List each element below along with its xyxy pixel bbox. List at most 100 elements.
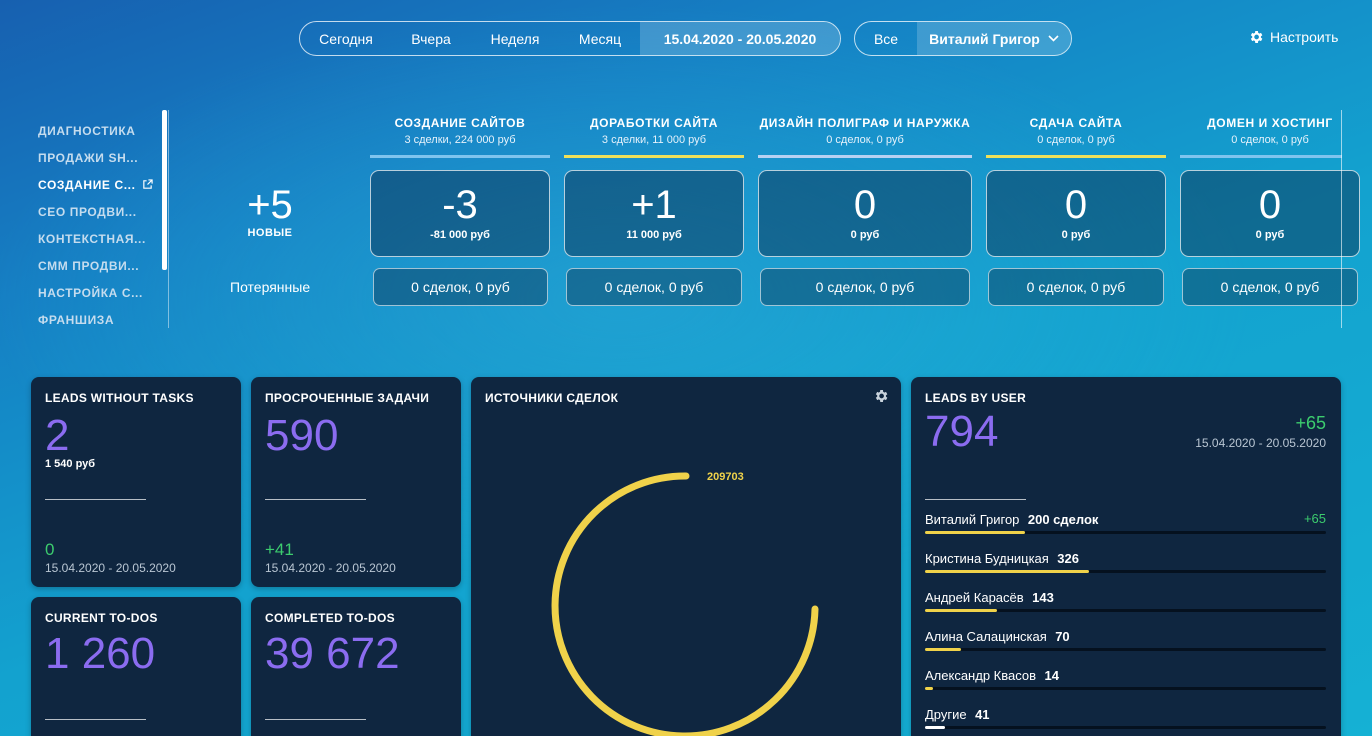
widget-title: ИСТОЧНИКИ СДЕЛОК [485,391,619,405]
user-bar-track [925,531,1326,534]
menu-item-franchise[interactable]: ФРАНШИЗА [38,312,115,327]
widget-title: CURRENT TO-DOS [45,611,158,625]
widget-value: 794 [925,407,999,456]
stage-change-value: 0 [1258,183,1282,227]
user-all[interactable]: Все [873,30,899,47]
widget-title: ПРОСРОЧЕННЫЕ ЗАДАЧИ [265,391,430,405]
user-count: 200 сделок [1027,512,1099,527]
widget-current-todos[interactable]: CURRENT TO-DOS 1 260 [31,597,241,736]
funnel-scroll-edge [1341,110,1342,328]
user-count: 143 [1032,590,1054,605]
menu-item-site-creation[interactable]: СОЗДАНИЕ С... [38,171,158,198]
widget-title: LEADS BY USER [925,391,1027,405]
menu-item-seo[interactable]: СЕО ПРОДВИ... [38,204,137,219]
period-date-range[interactable]: 15.04.2020 - 20.05.2020 [640,22,840,55]
chevron-down-icon [1048,35,1059,42]
user-bar-fill [925,687,934,690]
user-bar-fill [925,726,946,729]
user-bar-track [925,609,1326,612]
user-delta: +65 [1303,511,1326,526]
stage-title: ДОМЕН И ХОСТИНГ [1207,116,1333,130]
user-row[interactable]: Кристина Будницкая 326 [925,550,1326,573]
pipeline-menu: ДИАГНОСТИКА ПРОДАЖИ SH... СОЗДАНИЕ С... … [38,117,158,333]
user-row[interactable]: Другие 41 [925,706,1326,729]
menu-item-context[interactable]: КОНТЕКСТНАЯ... [38,231,146,246]
gear-icon[interactable] [873,388,889,404]
period-month[interactable]: Месяц [578,30,622,47]
stage-lost-card[interactable]: 0 сделок, 0 руб [988,268,1164,306]
widget-divider [45,499,146,500]
stage-color-line [986,155,1166,158]
user-bar-fill [925,609,998,612]
menu-item-smm[interactable]: СММ ПРОДВИ... [38,258,140,273]
stage-lost-card[interactable]: 0 сделок, 0 руб [760,268,970,306]
sources-donut: 209703 [551,471,819,736]
widget-overdue-tasks[interactable]: ПРОСРОЧЕННЫЕ ЗАДАЧИ 590 +41 15.04.2020 -… [251,377,461,587]
period-yesterday[interactable]: Вчера [411,30,451,47]
stage-card[interactable]: 0 0 руб [758,170,972,257]
stage-lost-card[interactable]: 0 сделок, 0 руб [373,268,548,306]
stage-summary: 0 сделок, 0 руб [826,134,904,146]
user-bar-track [925,687,1326,690]
user-count: 70 [1055,629,1070,644]
stage-change-value: +1 [631,183,677,227]
settings-label: Настроить [1270,29,1339,45]
user-name: Кристина Будницкая [925,551,1049,566]
widget-divider [265,719,366,720]
user-name: Андрей Карасёв [925,590,1024,605]
stage-card[interactable]: 0 0 руб [1180,170,1360,257]
stage-summary: 0 сделок, 0 руб [1231,134,1309,146]
stage-card[interactable]: -3 -81 000 руб [370,170,550,257]
external-link-icon[interactable] [142,179,153,190]
stage-change-sum: 0 руб [1255,229,1285,241]
period-today[interactable]: Сегодня [319,30,373,47]
period-filter: Сегодня Вчера Неделя Месяц 15.04.2020 - … [299,21,841,56]
stage-header: СОЗДАНИЕ САЙТОВ 3 сделки, 224 000 руб [370,116,550,146]
user-selected-dropdown[interactable]: Виталий Григор [917,22,1071,55]
menu-item-diagnostics[interactable]: ДИАГНОСТИКА [38,123,136,138]
lost-label: Потерянные [230,279,311,295]
menu-item-setup[interactable]: НАСТРОЙКА С... [38,285,143,300]
menu-item-sales[interactable]: ПРОДАЖИ SH... [38,150,139,165]
stage-lost-card[interactable]: 0 сделок, 0 руб [1182,268,1358,306]
period-week[interactable]: Неделя [490,30,540,47]
stage-color-line [564,155,744,158]
widget-deal-sources[interactable]: ИСТОЧНИКИ СДЕЛОК 209703 [471,377,901,736]
user-row[interactable]: Андрей Карасёв 143 [925,589,1326,612]
user-bar-track [925,648,1326,651]
new-leads-value: +5 [247,183,293,227]
stage-color-line [370,155,550,158]
widget-value: 39 672 [265,629,400,678]
menu-scrollbar[interactable] [162,110,167,270]
widget-leads-by-user[interactable]: LEADS BY USER 794 +65 15.04.2020 - 20.05… [911,377,1341,736]
widget-value: 1 260 [45,629,156,678]
widget-title: LEADS WITHOUT TASKS [45,391,194,405]
sources-ring-arc [551,472,819,736]
user-selected-label: Виталий Григор [929,30,1040,47]
widget-date: 15.04.2020 - 20.05.2020 [265,561,396,575]
stage-header: СДАЧА САЙТА 0 сделок, 0 руб [986,116,1166,146]
menu-item-label: СОЗДАНИЕ С... [38,177,136,192]
stage-lost-card[interactable]: 0 сделок, 0 руб [566,268,742,306]
user-row[interactable]: Алина Салацинская 70 [925,628,1326,651]
stage-card[interactable]: +1 11 000 руб [564,170,744,257]
widget-sum: 1 540 руб [45,458,96,470]
user-count: 326 [1057,551,1079,566]
widget-divider [925,499,1026,500]
gear-icon [1250,31,1263,43]
settings-button[interactable]: Настроить [1248,29,1338,45]
sources-ring-label: 209703 [707,471,744,483]
widget-divider [265,499,366,500]
user-row[interactable]: Александр Квасов 14 [925,667,1326,690]
stage-change-sum: -81 000 руб [430,229,490,241]
user-row[interactable]: Виталий Григор 200 сделок +65 [925,511,1326,534]
widget-completed-todos[interactable]: COMPLETED TO-DOS 39 672 [251,597,461,736]
user-bar-track [925,570,1326,573]
stage-card[interactable]: 0 0 руб [986,170,1166,257]
widget-leads-without-tasks[interactable]: LEADS WITHOUT TASKS 2 1 540 руб 0 15.04.… [31,377,241,587]
user-bar-fill [925,570,1090,573]
widget-delta: 0 [45,540,55,559]
stage-title: ДОРАБОТКИ САЙТА [590,116,718,130]
user-name: Другие [925,707,967,722]
user-filter: Все Виталий Григор [854,21,1072,56]
